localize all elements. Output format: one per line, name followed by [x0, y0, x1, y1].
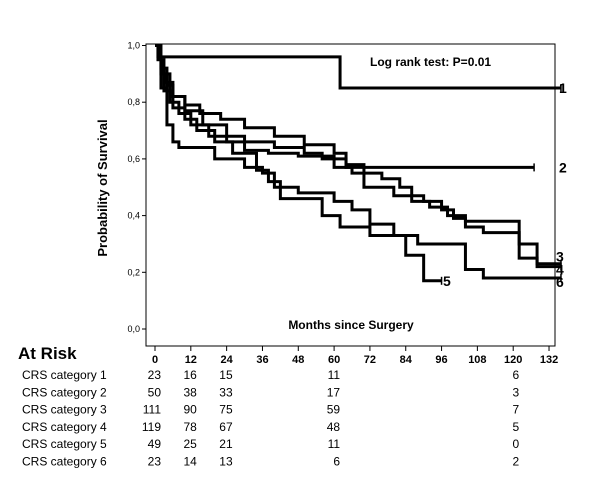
survival-curve-5: [155, 44, 442, 283]
at-risk-value: 119: [142, 420, 161, 434]
curve-labels: 1 2 34 5 6: [443, 80, 567, 290]
survival-curve-6: [155, 44, 561, 280]
at-risk-value: 2: [513, 455, 520, 469]
x-tick-label: 132: [540, 354, 558, 366]
at-risk-value: 111: [143, 403, 162, 417]
at-risk-value: 48: [327, 420, 341, 434]
at-risk-value: 75: [219, 403, 233, 417]
at-risk-value: 50: [148, 385, 162, 399]
at-risk-value: 6: [333, 455, 340, 469]
at-risk-row-label: CRS category 1: [22, 368, 107, 382]
curve-label-2: 2: [559, 159, 567, 175]
at-risk-value: 16: [183, 368, 197, 382]
at-risk-value: 5: [513, 420, 520, 434]
curve-label-5: 5: [443, 273, 451, 289]
y-axis-title: Probability of Survival: [95, 119, 110, 256]
x-tick-label: 108: [468, 354, 486, 366]
at-risk-row-label: CRS category 6: [22, 455, 107, 469]
at-risk-value: 67: [219, 420, 233, 434]
at-risk-row-label: CRS category 4: [22, 420, 107, 434]
at-risk-value: 17: [327, 385, 341, 399]
y-tick-label: 0,6: [127, 154, 140, 164]
at-risk-value: 0: [513, 437, 520, 451]
at-risk-value: 14: [183, 455, 197, 469]
y-axis-ticks: 0,0 0,2 0,4 0,6 0,8 1,0: [127, 41, 146, 334]
curve-label-1: 1: [559, 80, 567, 96]
y-tick-label: 0,2: [127, 267, 140, 277]
curve-label-4: 4: [556, 261, 564, 277]
y-tick-label: 0,4: [127, 211, 140, 221]
survival-curve-1: [155, 44, 561, 90]
x-tick-label: 0: [152, 354, 158, 366]
curve-label-6: 6: [556, 274, 564, 290]
survival-curve-4: [155, 44, 561, 269]
survival-curves: [155, 44, 562, 285]
x-tick-label: 48: [292, 354, 304, 366]
at-risk-value: 38: [183, 385, 197, 399]
at-risk-row-label: CRS category 3: [22, 403, 107, 417]
at-risk-title: At Risk: [18, 344, 77, 363]
at-risk-value: 7: [513, 403, 520, 417]
y-tick-label: 0,0: [127, 324, 140, 334]
y-tick-label: 1,0: [127, 41, 140, 51]
x-tick-label: 84: [400, 354, 413, 366]
at-risk-value: 3: [513, 385, 520, 399]
curve-label-3: 3: [556, 249, 564, 265]
at-risk-value: 78: [183, 420, 197, 434]
at-risk-row-label: CRS category 2: [22, 385, 107, 399]
x-tick-label: 36: [256, 354, 268, 366]
at-risk-value: 11: [328, 437, 341, 451]
x-tick-label: 120: [504, 354, 522, 366]
x-tick-label: 12: [185, 354, 197, 366]
x-axis-ticks: 0 12 24 36 48 60 72 84 96 108 120 132: [152, 346, 558, 366]
at-risk-value: 6: [513, 368, 520, 382]
at-risk-value: 11: [328, 368, 341, 382]
at-risk-value: 90: [183, 403, 197, 417]
x-tick-label: 60: [328, 354, 340, 366]
y-tick-label: 0,8: [127, 97, 140, 107]
log-rank-annotation: Log rank test: P=0.01: [370, 55, 491, 69]
at-risk-value: 13: [219, 455, 233, 469]
plot-frame: [145, 43, 556, 347]
at-risk-value: 49: [148, 437, 162, 451]
at-risk-value: 21: [219, 437, 233, 451]
x-tick-label: 24: [221, 354, 234, 366]
at-risk-value: 15: [219, 368, 233, 382]
x-tick-label: 72: [364, 354, 376, 366]
x-tick-label: 96: [435, 354, 447, 366]
at-risk-row-label: CRS category 5: [22, 437, 107, 451]
at-risk-value: 59: [327, 403, 341, 417]
x-axis-title: Months since Surgery: [288, 318, 414, 332]
at-risk-value: 33: [219, 385, 233, 399]
at-risk-value: 23: [148, 368, 162, 382]
at-risk-value: 25: [183, 437, 197, 451]
at-risk-value: 23: [148, 455, 162, 469]
